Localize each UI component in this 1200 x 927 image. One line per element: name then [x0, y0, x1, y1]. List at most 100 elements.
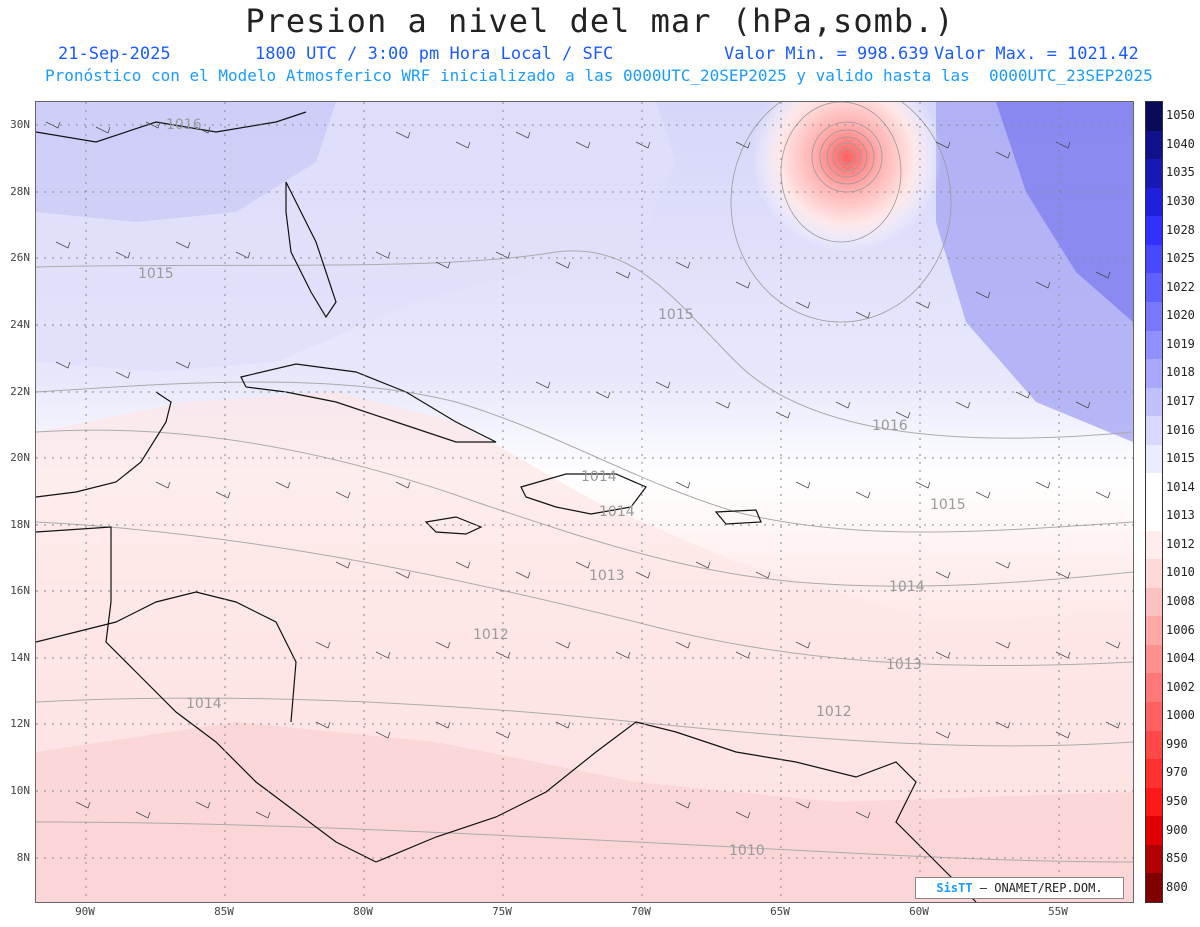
credit-brand: SisTT: [936, 881, 973, 895]
colorbar-segment: [1146, 216, 1162, 246]
lat-label: 26N: [10, 251, 30, 264]
colorbar-label: 1025: [1166, 251, 1195, 266]
lat-label: 16N: [10, 584, 30, 597]
contour-label: 1012: [816, 704, 852, 720]
chart-title: Presion a nivel del mar (hPa,somb.): [245, 2, 955, 40]
contour-label: 1015: [930, 497, 966, 513]
contour-label: 1014: [889, 579, 925, 595]
lat-label: 18N: [10, 518, 30, 531]
graticule: [36, 102, 1133, 902]
colorbar-segment: [1146, 302, 1162, 332]
lon-label: 70W: [631, 905, 651, 918]
colorbar-segment: [1146, 559, 1162, 589]
colorbar-segment: [1146, 844, 1162, 874]
colorbar-label: 1019: [1166, 336, 1195, 351]
contour-label: 1014: [186, 696, 222, 712]
colorbar-label: 1018: [1166, 365, 1195, 380]
lon-label: 65W: [770, 905, 790, 918]
colorbar-segment: [1146, 159, 1162, 189]
colorbar-segment: [1146, 330, 1162, 360]
high-pressure-peak-east: [996, 102, 1133, 322]
colorbar-label: 1015: [1166, 451, 1195, 466]
lat-label: 22N: [10, 385, 30, 398]
contour-label: 1014: [581, 469, 617, 485]
colorbar-label: 1017: [1166, 394, 1195, 408]
contour-label: 1013: [589, 568, 625, 584]
lon-label: 60W: [909, 905, 929, 918]
colorbar-segment: [1146, 444, 1162, 474]
date-label: 21-Sep-2025: [58, 44, 171, 64]
colorbar-segment: [1146, 587, 1162, 617]
colorbar-label: 1020: [1166, 308, 1195, 323]
lat-label: 8N: [16, 851, 30, 864]
colorbar-label: 1000: [1166, 708, 1195, 723]
colorbar-segment: [1146, 359, 1162, 389]
colorbar-segment: [1146, 273, 1162, 303]
colorbar-label: 1012: [1166, 536, 1195, 551]
lat-label: 14N: [10, 651, 30, 664]
contour-label: 1010: [729, 843, 765, 859]
coastlines: [36, 111, 977, 902]
map-canvas: 1015 1015 1015 1016 1014 1014 1014 1013 …: [36, 102, 1133, 902]
colorbar-segment: [1146, 244, 1162, 274]
contour-label: 1012: [473, 627, 509, 643]
colorbar-label: 1008: [1166, 594, 1195, 608]
colorbar-label: 850: [1166, 851, 1188, 866]
colorbar-label: 1006: [1166, 622, 1195, 637]
hurricane-isobars: [730, 102, 952, 323]
colorbar-segment: [1146, 502, 1162, 532]
lat-label: 24N: [10, 318, 30, 331]
credit-text: – ONAMET/REP.DOM.: [979, 881, 1103, 895]
colorbar-label: 800: [1166, 879, 1188, 894]
lon-label: 85W: [214, 905, 234, 918]
time-label: 1800 UTC / 3:00 pm Hora Local / SFC: [255, 44, 614, 64]
colorbar-label: 1030: [1166, 194, 1195, 208]
colorbar-label: 1040: [1166, 136, 1195, 151]
colorbar-segment: [1146, 416, 1162, 446]
colorbar-segment: [1146, 873, 1162, 903]
colorbar-label: 970: [1166, 765, 1188, 780]
pressure-map[interactable]: 1015 1015 1015 1016 1014 1014 1014 1013 …: [35, 101, 1134, 903]
lat-label: 20N: [10, 451, 30, 464]
colorbar-segment: [1146, 616, 1162, 646]
colorbar-segment: [1146, 187, 1162, 217]
colorbar-label: 950: [1166, 794, 1188, 808]
lon-label: 90W: [75, 905, 95, 918]
colorbar-label: 1035: [1166, 165, 1195, 180]
colorbar-label: 1013: [1166, 508, 1195, 523]
colorbar-segment: [1146, 816, 1162, 846]
colorbar-label: 1010: [1166, 565, 1195, 580]
lat-label: 12N: [10, 717, 30, 730]
colorbar-segment: [1146, 387, 1162, 417]
max-value-label: Valor Max. = 1021.42: [934, 44, 1139, 64]
min-value-label: Valor Min. = 998.639: [724, 44, 929, 64]
colorbar-segment: [1146, 473, 1162, 503]
contour-label: 1016: [166, 117, 202, 133]
colorbar-segment: [1146, 530, 1162, 560]
wind-barbs: [45, 121, 1121, 819]
lon-label: 75W: [492, 905, 512, 918]
lat-label: 28N: [10, 185, 30, 198]
lon-label: 55W: [1048, 905, 1068, 918]
colorbar-segment: [1146, 102, 1162, 132]
colorbar-label: 1014: [1166, 479, 1195, 494]
contour-label: 1016: [872, 418, 908, 434]
contour-label: 1015: [138, 266, 174, 282]
colorbar-label: 990: [1166, 736, 1188, 751]
colorbar-label: 1002: [1166, 679, 1195, 694]
colorbar-segment: [1146, 702, 1162, 732]
lat-label: 30N: [10, 118, 30, 131]
contour-label: 1014: [599, 504, 635, 520]
colorbar-label: 900: [1166, 822, 1188, 837]
colorbar: [1145, 101, 1163, 903]
contour-label: 1013: [886, 657, 922, 673]
credit-box: SisTT – ONAMET/REP.DOM.: [915, 877, 1124, 899]
lat-label: 10N: [10, 784, 30, 797]
colorbar-label: 1022: [1166, 279, 1195, 294]
colorbar-label: 1016: [1166, 422, 1195, 437]
colorbar-label: 1028: [1166, 222, 1195, 237]
low-pressure-south: [36, 722, 1133, 902]
forecast-info: Pronóstico con el Modelo Atmosferico WRF…: [45, 66, 1153, 85]
colorbar-label: 1050: [1166, 108, 1195, 123]
colorbar-segment: [1146, 673, 1162, 703]
